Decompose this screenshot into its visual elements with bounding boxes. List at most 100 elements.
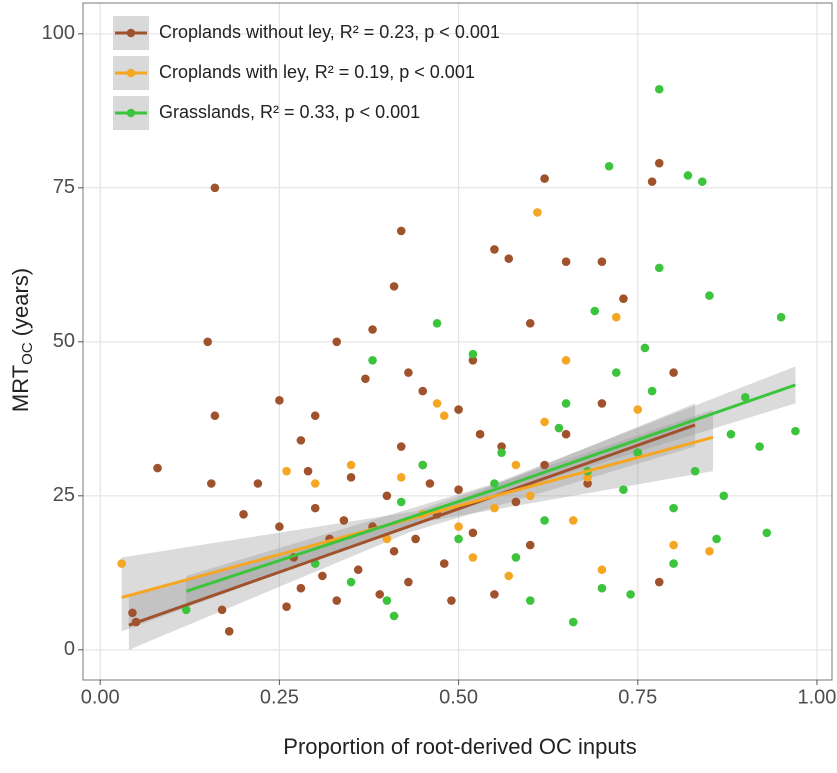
confidence-band bbox=[186, 366, 796, 607]
point bbox=[375, 590, 385, 599]
point bbox=[561, 355, 571, 365]
point bbox=[296, 436, 306, 445]
point bbox=[533, 208, 542, 217]
point bbox=[224, 627, 234, 636]
point bbox=[633, 448, 643, 457]
point bbox=[719, 491, 729, 501]
point bbox=[447, 596, 456, 605]
point bbox=[296, 583, 306, 593]
point bbox=[504, 571, 514, 581]
point bbox=[396, 497, 406, 507]
point bbox=[490, 503, 499, 513]
point bbox=[454, 485, 463, 494]
point bbox=[540, 417, 549, 427]
legend-key-point bbox=[126, 108, 136, 118]
point bbox=[318, 571, 327, 581]
point bbox=[640, 343, 650, 353]
point bbox=[611, 368, 621, 377]
y-label-main: MRT bbox=[8, 365, 33, 412]
point bbox=[282, 602, 291, 611]
legend-label: Grasslands, R² = 0.33, p < 0.001 bbox=[159, 102, 420, 122]
point bbox=[117, 559, 127, 568]
x-tick-label: 0.25 bbox=[260, 686, 299, 708]
point bbox=[490, 479, 499, 488]
point bbox=[590, 306, 600, 316]
point bbox=[404, 577, 413, 587]
point bbox=[217, 605, 227, 615]
point bbox=[275, 522, 284, 531]
point bbox=[554, 423, 564, 433]
point bbox=[468, 528, 478, 538]
point bbox=[762, 528, 772, 538]
x-axis-label: Proportion of root-derived OC inputs bbox=[283, 734, 636, 759]
point bbox=[525, 596, 535, 605]
point bbox=[540, 516, 549, 525]
point bbox=[597, 565, 607, 575]
point bbox=[210, 183, 220, 193]
point bbox=[525, 491, 535, 501]
point bbox=[454, 534, 463, 544]
y-tick-label: 100 bbox=[42, 22, 75, 44]
point bbox=[669, 559, 678, 568]
point bbox=[310, 503, 320, 513]
point bbox=[705, 546, 714, 556]
point bbox=[153, 463, 162, 473]
point bbox=[712, 534, 721, 544]
point bbox=[683, 171, 693, 180]
point bbox=[654, 84, 664, 94]
point bbox=[310, 411, 320, 421]
point bbox=[425, 479, 435, 488]
point bbox=[511, 460, 521, 470]
point bbox=[490, 590, 499, 599]
point bbox=[346, 460, 356, 470]
y-label-unit: (years) bbox=[8, 268, 33, 336]
point bbox=[568, 617, 578, 627]
point bbox=[561, 399, 571, 408]
point bbox=[561, 257, 571, 267]
point bbox=[540, 460, 549, 470]
point bbox=[432, 319, 442, 328]
point bbox=[654, 577, 664, 587]
point bbox=[361, 374, 370, 384]
point bbox=[210, 411, 220, 421]
point bbox=[690, 466, 700, 476]
y-tick-label: 75 bbox=[53, 176, 75, 198]
point bbox=[346, 473, 356, 482]
y-label-sub: OC bbox=[19, 342, 36, 365]
point bbox=[647, 386, 657, 396]
point bbox=[418, 460, 428, 470]
point bbox=[353, 565, 363, 575]
point bbox=[669, 503, 678, 513]
point bbox=[206, 479, 216, 488]
point bbox=[439, 559, 449, 568]
point bbox=[382, 596, 392, 605]
point bbox=[468, 355, 478, 365]
point bbox=[253, 479, 263, 488]
point bbox=[597, 583, 607, 593]
point bbox=[454, 405, 463, 414]
point bbox=[504, 254, 514, 263]
x-tick-label: 1.00 bbox=[797, 686, 836, 708]
point bbox=[303, 466, 313, 476]
point bbox=[669, 368, 678, 377]
point bbox=[439, 411, 449, 421]
y-tick-label: 25 bbox=[53, 484, 75, 506]
point bbox=[726, 429, 736, 439]
point bbox=[389, 611, 399, 621]
y-axis-label: MRTOC (years) bbox=[8, 268, 36, 412]
fit-line bbox=[185, 383, 796, 593]
point bbox=[654, 158, 664, 168]
point bbox=[418, 386, 428, 396]
point bbox=[404, 368, 413, 377]
point bbox=[128, 608, 137, 618]
point bbox=[597, 257, 607, 267]
point bbox=[368, 355, 377, 365]
point bbox=[396, 442, 406, 451]
point bbox=[511, 497, 521, 507]
point bbox=[454, 522, 463, 531]
point bbox=[654, 263, 664, 273]
point bbox=[411, 534, 420, 544]
point bbox=[332, 596, 342, 605]
point bbox=[540, 174, 549, 183]
